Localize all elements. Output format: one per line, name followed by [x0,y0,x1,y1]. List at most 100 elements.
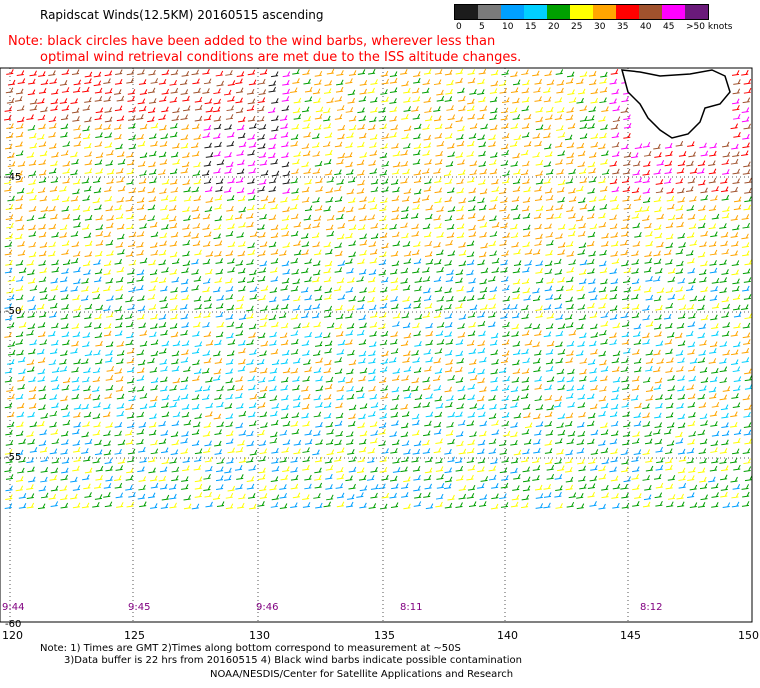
wind-barb [358,413,366,420]
wind-barb [589,196,597,203]
wind-barb [675,248,684,255]
wind-barb [72,446,81,453]
wind-barb [733,132,741,138]
wind-barb [59,79,68,86]
wind-barb [170,122,178,129]
wind-barb [380,393,389,399]
wind-barb [126,412,135,419]
wind-barb [148,467,156,474]
wind-barb [403,350,411,357]
wind-barb [70,151,78,158]
wind-barb [37,98,45,104]
wind-barb [7,152,15,159]
wind-barb [26,114,34,120]
wind-barb [169,502,177,509]
wind-barb [148,421,157,428]
wind-barb [700,150,709,157]
wind-barb [389,71,398,77]
wind-barb [390,277,399,284]
wind-barb [95,224,104,231]
wind-barb [697,357,706,364]
wind-barb [719,458,727,464]
wind-barb [337,124,346,131]
wind-barb [368,269,377,275]
wind-barb [609,314,618,320]
wind-barb [336,349,345,355]
wind-barb [502,430,511,437]
wind-barb [202,321,210,328]
wind-barb [356,492,364,498]
wind-barb [642,177,651,184]
wind-barb [557,179,566,186]
wind-barb [489,114,497,121]
wind-barb [213,286,221,293]
wind-barb [82,125,90,132]
wind-barb [336,213,344,220]
wind-barb [445,276,454,282]
wind-barb [434,159,443,165]
wind-barb [534,376,542,382]
wind-barb [128,123,136,129]
wind-barb [269,331,277,338]
wind-barb [588,287,596,293]
wind-barb [511,323,519,330]
wind-barb [225,358,234,365]
wind-barb [235,392,243,399]
wind-barb [555,204,564,210]
wind-barb [181,476,189,482]
wind-barb [304,331,312,338]
wind-barb [72,86,81,93]
wind-barb [182,105,191,112]
wind-barb [634,177,643,183]
wind-barb [510,467,518,474]
wind-barb [521,429,530,435]
wind-barb [169,384,177,391]
wind-barb [587,302,595,309]
wind-barb [27,89,36,96]
wind-barb [271,125,279,132]
wind-barb [590,348,598,355]
wind-barb [204,440,212,447]
wind-barb [202,394,210,401]
wind-barb [590,141,599,148]
wind-barb [136,114,144,120]
wind-barb [15,449,24,456]
wind-barb [39,429,47,436]
wind-barb [205,106,214,113]
wind-barb [16,402,25,409]
wind-barb [357,141,365,148]
wind-barb [730,421,738,428]
wind-barb [577,293,585,300]
wind-barb [532,295,541,302]
wind-barb [469,304,478,311]
wind-barb [643,266,652,273]
wind-barb [235,107,244,114]
wind-barb [28,251,37,258]
wind-barb [26,359,35,366]
wind-barb [565,466,573,473]
wind-barb [466,151,474,157]
wind-barb [677,277,686,284]
wind-barb [677,385,685,392]
wind-barb [180,114,188,121]
wind-barb [60,313,69,320]
wind-barb [346,132,354,139]
wind-barb [270,431,278,438]
wind-barb [249,293,258,300]
wind-barb [575,215,584,222]
wind-barb [117,185,126,192]
wind-barb [161,69,170,76]
wind-barb [214,250,222,257]
wind-barb [95,250,103,257]
wind-barb [546,313,555,319]
wind-barb [290,483,299,490]
wind-barb [479,251,487,258]
wind-barb [708,205,717,211]
wind-barb [238,141,247,148]
wind-barb [114,482,123,489]
wind-barb [346,206,354,213]
wind-barb [37,503,46,510]
wind-barb [721,159,730,165]
wind-barb [40,79,49,86]
wind-barb [159,240,167,247]
